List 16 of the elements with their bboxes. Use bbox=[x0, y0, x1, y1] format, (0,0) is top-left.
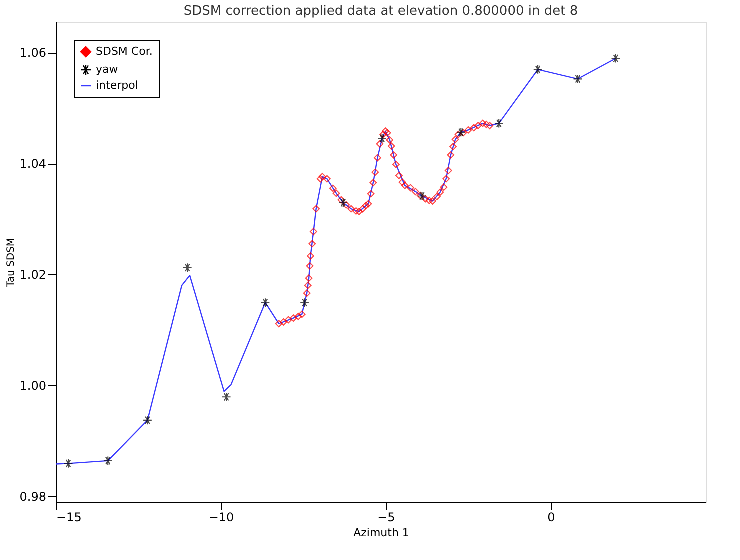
y-tick-label: 1.04 bbox=[20, 157, 46, 172]
legend-label: yaw bbox=[96, 63, 118, 76]
chart-title: SDSM correction applied data at elevation 0.800000 in det 8 bbox=[184, 4, 578, 19]
y-tick-label: 1.02 bbox=[20, 268, 46, 282]
x-tick-label: −15 bbox=[56, 510, 82, 524]
y-tick-label: 1.00 bbox=[20, 378, 46, 393]
line-series bbox=[55, 58, 617, 465]
y-axis-title: Tau SDSM bbox=[6, 238, 17, 288]
x-tick-label: 0 bbox=[548, 510, 556, 524]
legend-label: interpol bbox=[96, 79, 138, 92]
y-tick-label: 0.98 bbox=[20, 490, 46, 504]
x-axis-title: Azimuth 1 bbox=[354, 526, 410, 540]
legend-label: SDSM Cor. bbox=[96, 45, 153, 58]
y-tick-label: 1.06 bbox=[20, 46, 46, 60]
x-tick-label: −10 bbox=[208, 510, 234, 524]
x-tick-label: −5 bbox=[378, 510, 396, 524]
